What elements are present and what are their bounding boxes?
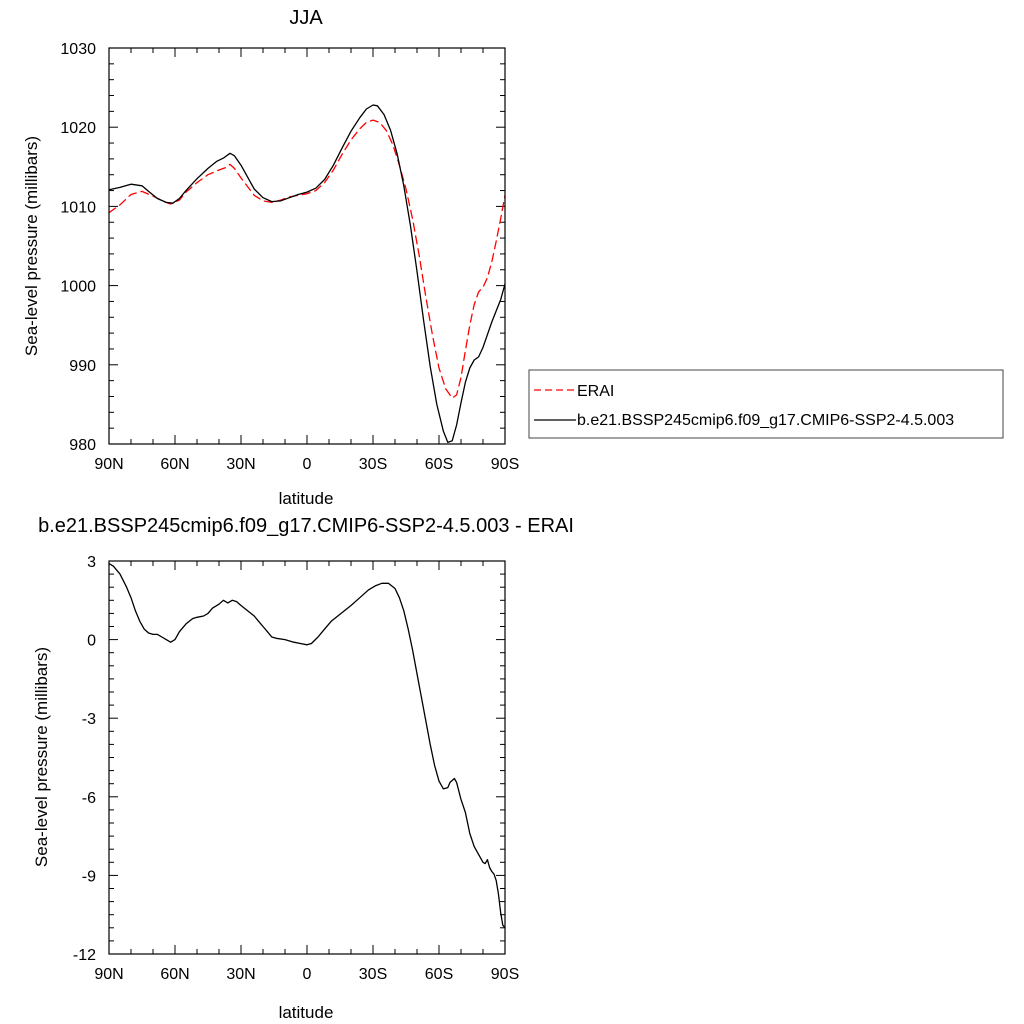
- plot-frame: [108, 560, 506, 955]
- x-tick-label: 60S: [425, 966, 453, 983]
- x-tick-label: 90N: [94, 966, 123, 983]
- y-tick-label: 1010: [60, 199, 96, 216]
- series-line-1: [108, 104, 506, 444]
- y-tick-label: 0: [87, 633, 96, 650]
- y-tick-label: -12: [73, 947, 96, 964]
- chart-title: b.e21.BSSP245cmip6.f09_g17.CMIP6-SSP2-4.…: [38, 515, 574, 537]
- y-tick-label: 1000: [60, 279, 96, 296]
- y-axis-title: Sea-level pressure (millibars): [22, 136, 41, 356]
- series-line-0: [108, 119, 506, 399]
- chart-difference: b.e21.BSSP245cmip6.f09_g17.CMIP6-SSP2-4.…: [32, 515, 574, 1022]
- y-tick-label: 990: [69, 358, 96, 375]
- legend-label-model: b.e21.BSSP245cmip6.f09_g17.CMIP6-SSP2-4.…: [577, 412, 954, 429]
- series-line-0: [108, 562, 506, 929]
- legend: ERAI b.e21.BSSP245cmip6.f09_g17.CMIP6-SS…: [528, 369, 1004, 439]
- x-tick-label: 60S: [425, 456, 453, 473]
- series-layer: [108, 104, 506, 444]
- x-tick-label: 60N: [160, 456, 189, 473]
- x-tick-label: 0: [303, 456, 312, 473]
- x-tick-label: 30N: [226, 966, 255, 983]
- ticks: 90N 60N 30N 0 30S 60S 90S 980 990 1000 1010 1020 103…: [60, 41, 519, 473]
- y-tick-label: 980: [69, 437, 96, 454]
- y-axis-title: Sea-level pressure (millibars): [32, 647, 51, 867]
- x-tick-label: 30S: [359, 966, 387, 983]
- y-tick-label: -9: [82, 868, 96, 885]
- x-tick-label: 90S: [491, 966, 519, 983]
- chart-title: JJA: [289, 7, 323, 29]
- y-tick-label: 1030: [60, 41, 96, 58]
- x-tick-label: 90N: [94, 456, 123, 473]
- legend-label-erai: ERAI: [577, 383, 614, 400]
- y-tick-label: -6: [82, 790, 96, 807]
- y-tick-label: -3: [82, 711, 96, 728]
- plot-frame: [108, 47, 506, 445]
- x-axis-title: latitude: [279, 1003, 334, 1022]
- x-tick-label: 60N: [160, 966, 189, 983]
- legend-box: [528, 369, 1004, 439]
- series-layer: [108, 562, 506, 929]
- x-axis-title: latitude: [279, 489, 334, 508]
- x-tick-label: 30N: [226, 456, 255, 473]
- x-tick-label: 90S: [491, 456, 519, 473]
- chart-jja: JJA latitude Sea-level pressure (milliba…: [22, 7, 1004, 508]
- y-tick-label: 3: [87, 554, 96, 571]
- ticks: 90N 60N 30N 0 30S 60S 90S -12 -9 -6 -3 0 3: [73, 554, 519, 983]
- x-tick-label: 30S: [359, 456, 387, 473]
- y-tick-label: 1020: [60, 120, 96, 137]
- x-tick-label: 0: [303, 966, 312, 983]
